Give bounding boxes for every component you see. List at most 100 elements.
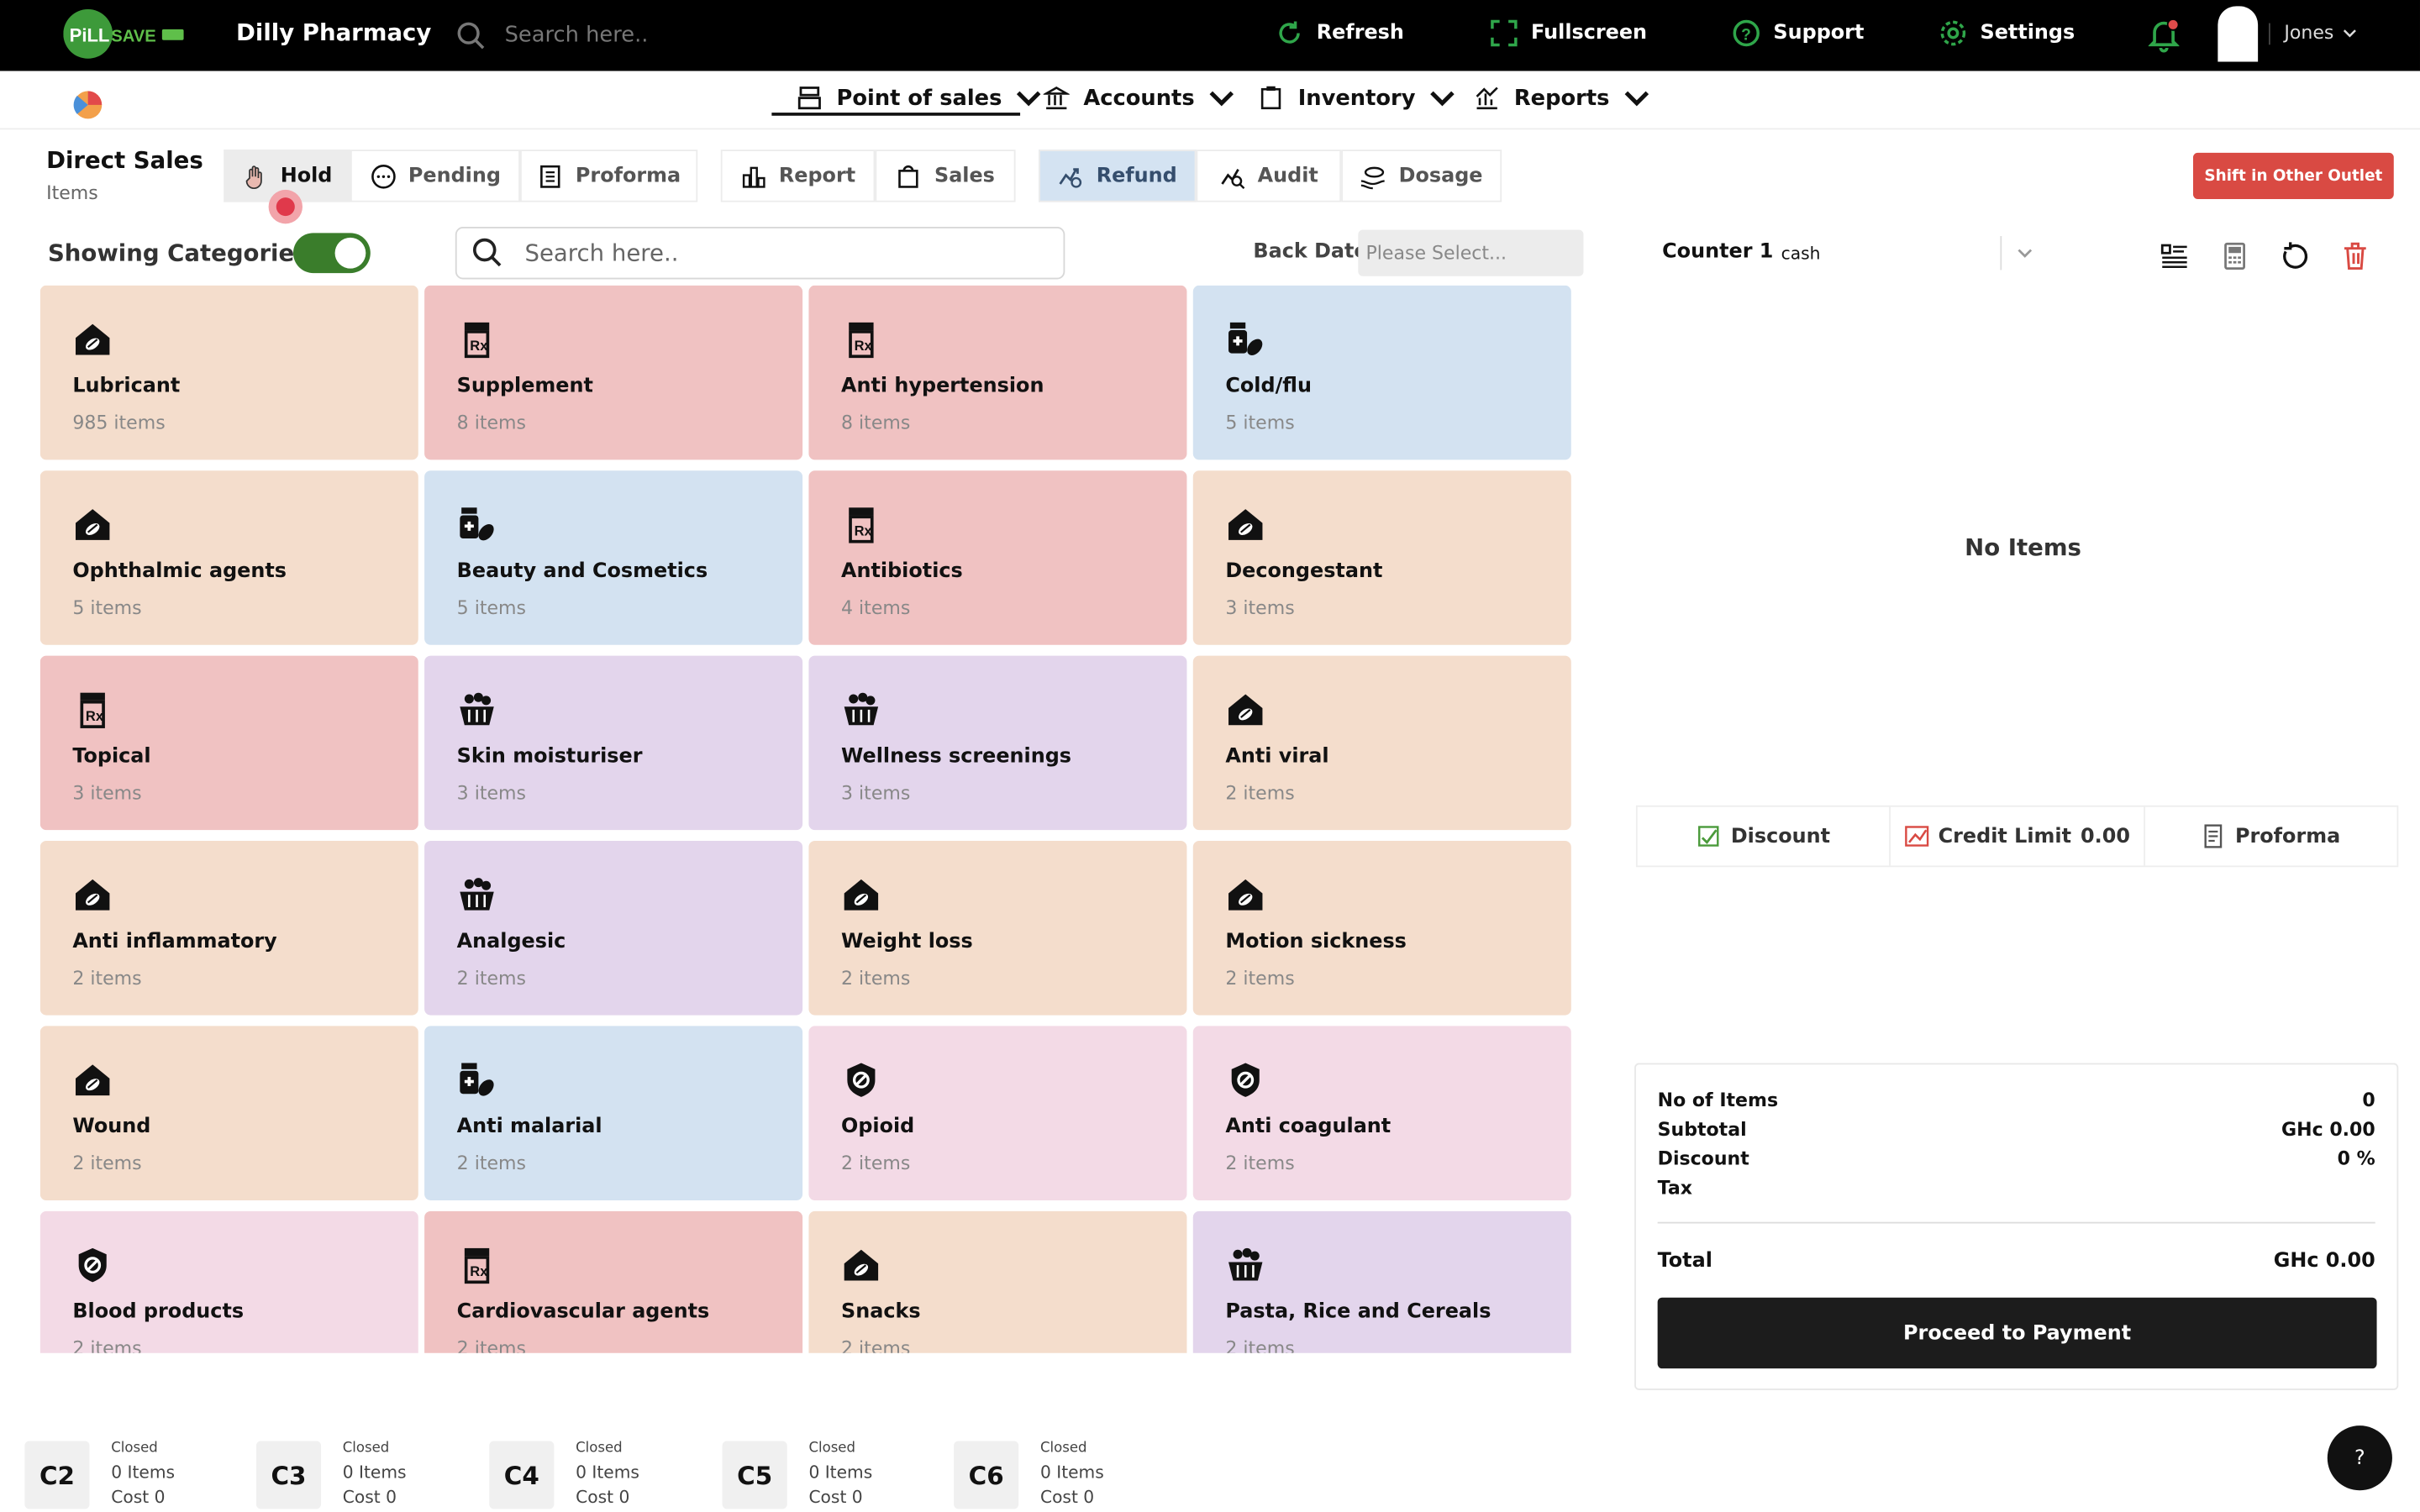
app-logo[interactable]: PiLL SAVE: [63, 9, 192, 60]
category-card[interactable]: Analgesic 2 items: [424, 841, 803, 1016]
nav-inventory[interactable]: Inventory: [1258, 85, 1455, 111]
reset-icon[interactable]: [2278, 239, 2312, 273]
proforma-button[interactable]: Proforma: [2144, 807, 2396, 866]
counter-status: Closed: [808, 1441, 855, 1457]
calculator-icon[interactable]: [2217, 239, 2251, 273]
discount-button[interactable]: Discount: [1638, 806, 1891, 866]
chevron-down-icon: [1209, 91, 1234, 107]
category-card[interactable]: Decongestant 3 items: [1192, 470, 1571, 645]
chevron-down-icon[interactable]: [2016, 244, 2034, 262]
category-count: 2 items: [841, 1152, 911, 1174]
counter-c5[interactable]: C5 Closed 0 Items Cost 0: [722, 1436, 872, 1510]
avatar[interactable]: [2217, 6, 2259, 62]
category-card[interactable]: Rx Anti hypertension 8 items: [808, 285, 1187, 460]
tab-refund[interactable]: Refund: [1039, 150, 1197, 202]
credit-limit-button[interactable]: Credit Limit 0.00: [1891, 806, 2145, 866]
shift-outlet-button[interactable]: Shift in Other Outlet: [2192, 152, 2394, 199]
category-card[interactable]: Beauty and Cosmetics 5 items: [424, 470, 803, 645]
nav-reports[interactable]: Reports: [1474, 85, 1649, 111]
category-card[interactable]: Anti viral 2 items: [1192, 655, 1571, 831]
counter-name: Counter 1: [1662, 240, 1774, 265]
fullscreen-button[interactable]: Fullscreen: [1489, 18, 1647, 48]
category-card[interactable]: Motion sickness 2 items: [1192, 841, 1571, 1016]
category-card[interactable]: Pasta, Rice and Cereals 2 items: [1192, 1210, 1571, 1353]
rx-bottle-icon: Rx: [841, 319, 881, 360]
nav-accounts[interactable]: Accounts: [1043, 85, 1235, 111]
svg-text:Rx: Rx: [855, 338, 873, 354]
category-name: Anti malarial: [456, 1115, 602, 1139]
category-card[interactable]: Weight loss 2 items: [808, 841, 1187, 1016]
category-card[interactable]: Snacks 2 items: [808, 1210, 1187, 1353]
house-pill-icon: [841, 1245, 881, 1285]
bank-icon: [1043, 86, 1070, 110]
counter-c2[interactable]: C2 Closed 0 Items Cost 0: [24, 1436, 175, 1510]
category-name: Pasta, Rice and Cereals: [1225, 1300, 1491, 1324]
category-card[interactable]: Lubricant 985 items: [39, 285, 418, 460]
back-date-input[interactable]: Please Select...: [1358, 229, 1584, 276]
support-label: Support: [1773, 21, 1865, 45]
category-count: 985 items: [72, 412, 166, 434]
refresh-button[interactable]: Refresh: [1275, 18, 1404, 48]
tab-dosage[interactable]: Dosage: [1341, 150, 1502, 202]
top-search[interactable]: Search here..: [457, 17, 735, 54]
tab-audit[interactable]: Audit: [1196, 150, 1342, 202]
tab-report[interactable]: Report: [720, 150, 876, 202]
tab-proforma[interactable]: Proforma: [519, 150, 698, 202]
fullscreen-icon: [1491, 19, 1518, 47]
category-card[interactable]: Rx Supplement 8 items: [424, 285, 803, 460]
help-button[interactable]: ?: [2327, 1425, 2392, 1491]
counter-status: Closed: [111, 1441, 158, 1457]
credit-limit-value: 0.00: [2081, 824, 2130, 848]
category-name: Analgesic: [456, 930, 566, 954]
settings-button[interactable]: Settings: [1939, 18, 2075, 48]
category-card[interactable]: Wellness screenings 3 items: [808, 655, 1187, 831]
category-count: 2 items: [1225, 782, 1295, 804]
category-card[interactable]: Anti inflammatory 2 items: [39, 841, 418, 1016]
shopping-bag-icon: [898, 165, 919, 187]
category-card[interactable]: Rx Antibiotics 4 items: [808, 470, 1187, 645]
receipt-icon: [539, 164, 560, 187]
category-card[interactable]: Rx Topical 3 items: [39, 655, 418, 831]
page-subtitle: Items: [46, 181, 98, 204]
payment-method-select[interactable]: cash: [1781, 244, 1821, 265]
counter-info: Closed 0 Items Cost 0: [111, 1436, 175, 1510]
category-card[interactable]: Opioid 2 items: [808, 1026, 1187, 1200]
counter-cost: Cost 0: [808, 1487, 863, 1508]
category-card[interactable]: Anti coagulant 2 items: [1192, 1026, 1571, 1200]
tab-pending[interactable]: Pending: [350, 150, 520, 202]
counter-c4[interactable]: C4 Closed 0 Items Cost 0: [489, 1436, 639, 1510]
category-card[interactable]: Wound 2 items: [39, 1026, 418, 1200]
category-count: 2 items: [1225, 967, 1295, 990]
category-card[interactable]: Anti malarial 2 items: [424, 1026, 803, 1200]
support-button[interactable]: ? Support: [1732, 18, 1865, 48]
nav-point-of-sales[interactable]: Point of sales: [797, 85, 1042, 111]
list-view-icon[interactable]: [2158, 239, 2191, 273]
category-search-input[interactable]: Search here..: [455, 226, 1065, 280]
category-name: Motion sickness: [1225, 930, 1407, 954]
basket-icon: [457, 874, 497, 915]
category-count: 2 items: [72, 1152, 142, 1174]
cart-actions: Discount Credit Limit 0.00 Proforma: [1635, 805, 2399, 868]
search-placeholder: Search here..: [524, 239, 679, 267]
svg-text:Rx: Rx: [86, 708, 104, 724]
category-card[interactable]: Ophthalmic agents 5 items: [39, 470, 418, 645]
categories-toggle[interactable]: [292, 233, 371, 274]
category-name: Supplement: [456, 375, 593, 398]
recording-indicator: [268, 189, 302, 224]
category-name: Wound: [72, 1115, 151, 1139]
tab-label: Report: [778, 164, 856, 188]
trash-icon[interactable]: [2338, 239, 2372, 273]
svg-text:Rx: Rx: [855, 522, 873, 538]
counter-c3[interactable]: C3 Closed 0 Items Cost 0: [255, 1436, 407, 1510]
user-menu[interactable]: Jones: [2284, 22, 2357, 43]
tab-sales[interactable]: Sales: [875, 150, 1016, 202]
category-card[interactable]: Cold/flu 5 items: [1192, 285, 1571, 460]
category-card[interactable]: Rx Cardiovascular agents 2 items: [424, 1210, 803, 1353]
counter-c6[interactable]: C6 Closed 0 Items Cost 0: [954, 1436, 1104, 1510]
category-name: Anti inflammatory: [72, 930, 277, 954]
category-card[interactable]: Skin moisturiser 3 items: [424, 655, 803, 831]
proceed-to-payment-button[interactable]: Proceed to Payment: [1657, 1297, 2377, 1369]
category-count: 2 items: [841, 1337, 911, 1353]
category-card[interactable]: Blood products 2 items: [39, 1210, 418, 1353]
category-name: Cold/flu: [1225, 375, 1312, 398]
